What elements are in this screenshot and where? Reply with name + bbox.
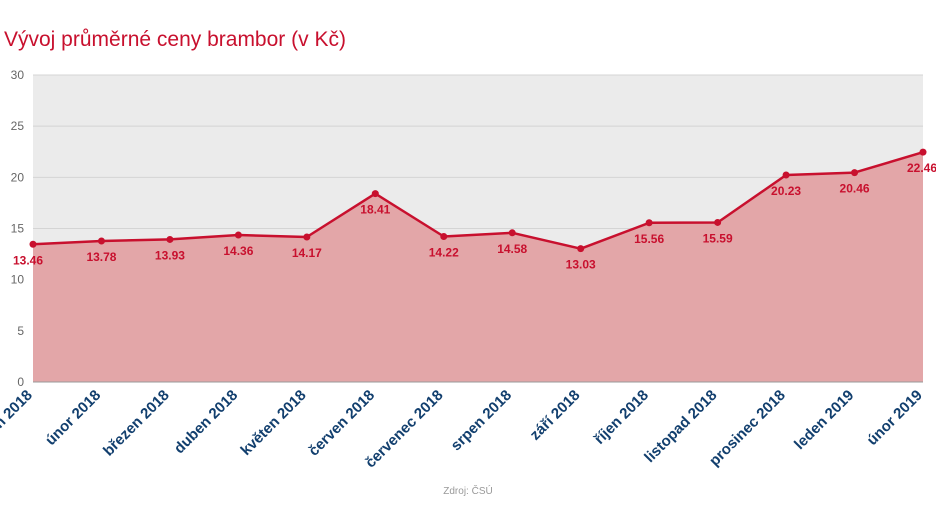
x-tick-label-7: srpen 2018	[448, 387, 515, 454]
data-label-4: 14.17	[292, 246, 322, 260]
y-tick-label-15: 15	[11, 222, 25, 236]
data-label-13: 22.46	[907, 161, 936, 175]
y-axis: 0 5 10 15 20 25 30	[11, 68, 923, 389]
data-labels: 13.46 13.78 13.93 14.36 14.17 18.41 14.22 14.58…	[13, 161, 936, 272]
data-point-7	[508, 229, 516, 237]
chart-title: Vývoj průměrné ceny brambor (v Kč)	[4, 28, 346, 51]
price-line	[32, 151, 924, 250]
y-tick-label-5: 5	[17, 324, 24, 338]
data-points	[29, 148, 927, 253]
data-label-11: 20.23	[771, 184, 801, 198]
data-point-2	[166, 235, 174, 243]
x-tick-label-4: květen 2018	[237, 387, 309, 459]
x-tick-label-9: říjen 2018	[591, 387, 652, 448]
y-tick-label-10: 10	[11, 273, 25, 287]
data-point-1	[97, 237, 105, 245]
x-tick-label-8: září 2018	[527, 387, 584, 444]
data-label-5: 18.41	[360, 203, 390, 217]
data-point-12	[851, 169, 859, 177]
price-area-fill	[33, 152, 923, 382]
x-tick-label-12: leden 2019	[791, 387, 857, 453]
data-label-1: 13.78	[86, 250, 116, 264]
data-label-7: 14.58	[497, 242, 527, 256]
y-tick-label-20: 20	[11, 170, 25, 184]
data-label-2: 13.93	[155, 248, 185, 262]
y-tick-label-0: 0	[17, 375, 24, 389]
y-tick-label-30: 30	[11, 68, 25, 82]
data-label-9: 15.56	[634, 232, 664, 246]
x-tick-label-3: duben 2018	[171, 387, 241, 457]
data-label-12: 20.46	[840, 182, 870, 196]
y-tick-label-25: 25	[11, 119, 25, 133]
data-label-3: 14.36	[223, 244, 253, 258]
data-point-0	[29, 240, 37, 248]
x-tick-label-13: únor 2019	[864, 387, 926, 449]
data-point-10	[714, 218, 722, 226]
data-point-13	[919, 148, 927, 156]
x-tick-label-2: březen 2018	[100, 387, 173, 460]
data-label-6: 14.22	[429, 245, 459, 259]
data-point-6	[440, 232, 448, 240]
x-tick-label-1: únor 2018	[42, 387, 104, 449]
data-point-11	[782, 171, 790, 179]
data-label-10: 15.59	[703, 231, 733, 245]
data-label-0: 13.46	[13, 253, 43, 267]
chart-source: Zdroj: ČSÚ	[443, 486, 493, 497]
data-point-4	[303, 233, 311, 241]
data-point-3	[234, 231, 242, 239]
data-point-9	[645, 219, 653, 227]
data-point-5	[371, 190, 379, 198]
data-label-8: 13.03	[566, 258, 596, 272]
x-tick-label-0: leden 2018	[0, 387, 36, 453]
x-tick-label-5: červen 2018	[305, 387, 378, 460]
data-point-8	[577, 245, 585, 253]
